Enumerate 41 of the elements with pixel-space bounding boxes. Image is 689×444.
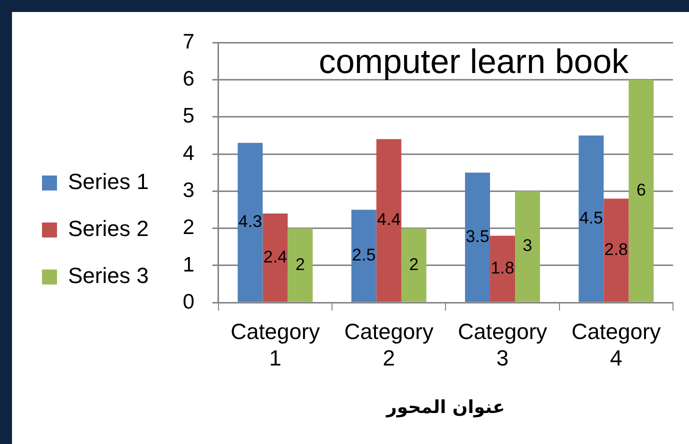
data-label: 2 [409,254,419,274]
data-label: 2.8 [604,240,628,259]
y-tick-label: 3 [182,178,194,202]
bar [238,142,263,302]
y-tick-label: 2 [182,216,194,240]
y-tick-label: 0 [182,290,194,314]
y-tick-label: 7 [182,30,194,54]
bar [604,198,629,302]
bar [628,80,654,302]
legend-label: Series 1 [68,169,149,194]
chart-title: computer learn book [318,42,630,81]
bar [490,236,516,302]
bar [515,191,540,302]
data-label: 4.3 [238,212,262,232]
y-tick-label: 5 [182,104,194,128]
bar [262,213,288,302]
x-tick-label: Category 1 [230,318,320,370]
bar [288,228,313,302]
x-tick-label: Category 2 [344,318,434,370]
data-label: 4.4 [377,210,401,230]
y-tick-label: 6 [182,68,194,91]
data-label: 3 [522,236,532,256]
y-tick-label: 1 [182,253,194,276]
y-tick-label: 4 [182,142,195,165]
x-tick-label: Category 4 [572,318,661,370]
bar [465,172,490,302]
data-label: 4.5 [579,208,603,228]
legend-label: Series 2 [68,216,149,242]
bar [401,228,426,302]
bar [578,135,604,302]
legend-label: Series 3 [68,263,149,288]
data-label: 3.5 [466,226,490,246]
data-label: 2 [295,254,305,274]
x-axis-title: عنوان المحور [386,396,505,418]
data-label: 1.8 [490,258,514,278]
x-tick-label: Category 3 [458,318,548,370]
bar [376,139,402,302]
data-label: 6 [636,180,646,200]
bar [351,210,376,302]
data-label: 2.5 [352,245,376,264]
data-label: 2.4 [263,247,288,266]
